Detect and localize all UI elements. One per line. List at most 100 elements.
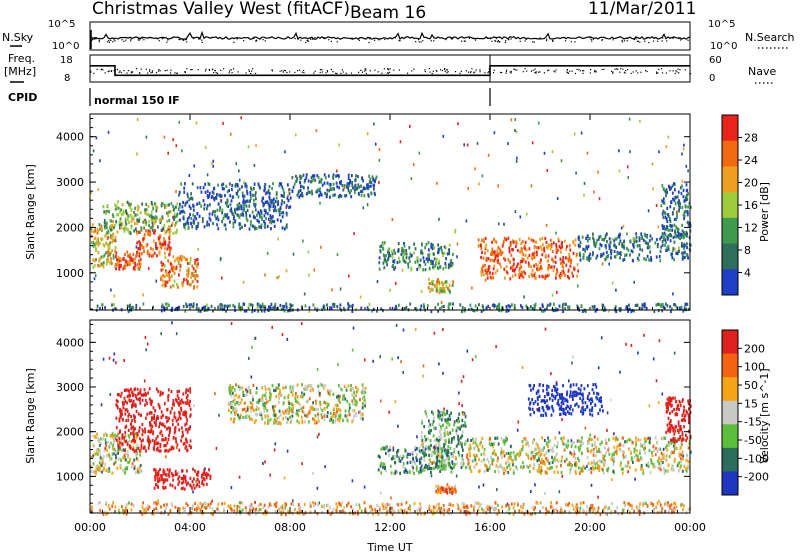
nave-point	[251, 70, 253, 72]
velocity-echo-cell	[101, 457, 104, 461]
velocity-noise-cell	[573, 452, 576, 456]
power-noise-cell	[326, 188, 329, 192]
power-echo-cell	[173, 267, 176, 271]
power-noise-cell	[134, 213, 137, 217]
power-noise-cell	[92, 149, 95, 153]
velocity-echo-cell	[440, 418, 443, 422]
nave-point	[150, 72, 152, 74]
power-echo-cell	[167, 213, 170, 218]
power-echo-cell	[266, 200, 269, 204]
velocity-echo-cell	[409, 452, 411, 457]
power-noise-cell	[269, 220, 271, 224]
power-echo-cell	[175, 266, 178, 270]
power-noise-cell	[665, 145, 668, 149]
nave-point	[479, 69, 481, 71]
power-echo-cell	[562, 303, 564, 307]
power-echo-cell	[593, 238, 595, 242]
power-echo-cell	[130, 208, 133, 212]
power-echo-cell	[486, 272, 489, 276]
noise-search-point	[358, 39, 360, 41]
power-echo-cell	[633, 243, 636, 247]
velocity-echo-cell	[230, 394, 233, 398]
power-echo-cell	[168, 237, 171, 241]
velocity-echo-cell	[132, 393, 134, 397]
velocity-echo-cell	[286, 421, 288, 425]
power-echo-cell	[578, 235, 580, 239]
nave-point	[140, 68, 142, 70]
power-echo-cell	[421, 243, 423, 247]
velocity-echo-cell	[133, 449, 136, 453]
power-echo-cell	[667, 244, 670, 248]
velocity-echo-cell	[193, 486, 196, 490]
power-echo-cell	[300, 305, 303, 309]
noise-search-point	[653, 40, 655, 42]
power-echo-cell	[660, 235, 663, 239]
noise-sky-line	[89, 30, 691, 41]
nave-point	[336, 72, 338, 75]
power-echo-cell	[680, 244, 683, 248]
power-echo-cell	[218, 208, 221, 212]
velocity-echo-region	[115, 387, 192, 453]
velocity-echo-cell	[350, 388, 352, 392]
velocity-echo-cell	[354, 403, 357, 407]
velocity-echo-cell	[319, 407, 322, 411]
power-echo-cell	[350, 195, 353, 199]
velocity-echo-cell	[124, 399, 127, 403]
power-echo-cell	[260, 212, 263, 216]
power-echo-cell	[186, 280, 189, 284]
power-echo-cell	[188, 204, 191, 208]
power-echo-cell	[206, 194, 209, 198]
velocity-noise-cell	[661, 392, 664, 396]
power-echo-cell	[109, 225, 112, 229]
power-echo-cell	[547, 259, 550, 263]
power-echo-cell	[342, 306, 345, 311]
velocity-echo-cell	[462, 459, 464, 463]
velocity-echo-cell	[177, 396, 180, 400]
power-echo-cell	[568, 244, 571, 248]
velocity-noise-cell	[584, 466, 586, 470]
velocity-echo-cell	[274, 414, 276, 418]
velocity-echo-cell	[165, 448, 167, 453]
power-noise-cell	[188, 215, 190, 219]
power-echo-cell	[224, 223, 227, 227]
power-noise-cell	[90, 191, 92, 195]
velocity-echo-cell	[188, 444, 191, 448]
velocity-echo-cell	[455, 429, 458, 433]
power-echo-cell	[422, 303, 425, 307]
velocity-noise-cell	[388, 410, 390, 414]
power-echo-cell	[379, 249, 382, 253]
power-echo-cell	[207, 195, 209, 200]
power-echo-cell	[545, 240, 548, 245]
velocity-echo-cell	[134, 452, 137, 456]
power-echo-cell	[160, 268, 163, 272]
power-echo-cell	[251, 310, 254, 314]
power-noise-cell	[514, 118, 516, 121]
velocity-echo-cell	[123, 453, 126, 457]
power-echo-cell	[244, 223, 246, 227]
velocity-echo-cell	[132, 447, 134, 452]
noise-search-point	[91, 39, 93, 41]
power-echo-cell	[485, 258, 488, 262]
velocity-echo-cell	[294, 396, 297, 401]
power-noise-cell	[611, 281, 614, 285]
power-echo-cell	[288, 188, 291, 192]
power-echo-cell	[366, 306, 369, 310]
power-echo-cell	[249, 193, 252, 197]
velocity-echo-cell	[267, 399, 270, 403]
velocity-echo-cell	[256, 405, 258, 409]
power-echo-cell	[440, 286, 443, 291]
velocity-echo-cell	[103, 466, 105, 470]
power-echo-cell	[186, 194, 189, 199]
freq-left-tick-top: 18	[60, 55, 73, 66]
power-echo-cell	[444, 290, 446, 294]
power-echo-cell	[240, 306, 243, 310]
velocity-echo-cell	[205, 473, 208, 477]
velocity-echo-cell	[133, 467, 136, 471]
power-echo-cell	[166, 247, 169, 251]
velocity-noise-cell	[414, 328, 417, 331]
power-echo-cell	[132, 305, 135, 309]
power-echo-cell	[521, 250, 524, 254]
power-echo-cell	[297, 191, 300, 195]
cpid-row: CPID normal 150 IF	[8, 88, 491, 107]
nave-point	[432, 70, 434, 72]
